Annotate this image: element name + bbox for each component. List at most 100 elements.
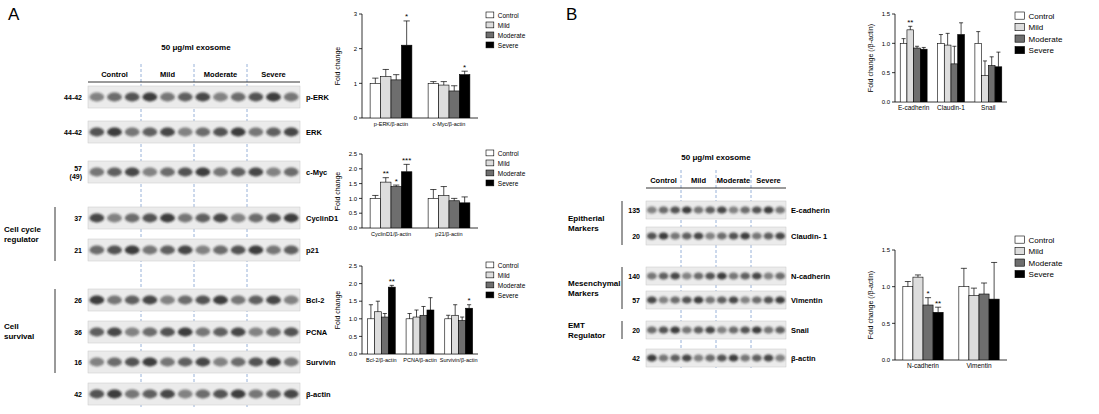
error-bar	[981, 283, 987, 294]
y-tick-label: 0.0	[882, 99, 891, 105]
blot-band	[231, 358, 246, 367]
error-stem	[907, 282, 908, 287]
bar	[958, 35, 965, 102]
blot-band	[670, 326, 680, 333]
error-bar	[961, 268, 967, 286]
section-label: Cell cycleregulator	[4, 225, 41, 244]
bars	[370, 21, 470, 118]
error-cap	[453, 304, 457, 305]
blot-band	[729, 232, 739, 239]
panel-label: A	[8, 5, 20, 24]
error-cap	[376, 301, 380, 302]
error-cap	[961, 268, 967, 269]
bar	[381, 182, 391, 228]
legend-label: Moderate	[498, 282, 526, 289]
blot-band	[764, 206, 774, 213]
y-tick	[359, 83, 362, 84]
error-stem	[385, 178, 386, 182]
blot-band	[231, 214, 246, 223]
blot-band	[717, 206, 727, 213]
y-tick-label: 1	[354, 81, 358, 87]
blot-band	[125, 246, 140, 255]
y-tick	[892, 250, 895, 251]
blot-band	[729, 326, 739, 333]
bars	[900, 23, 1002, 102]
blot-band	[705, 354, 715, 361]
legend-swatch	[486, 42, 494, 48]
blot-band	[266, 296, 281, 305]
bar	[428, 198, 438, 228]
mw-label: 57	[632, 297, 640, 304]
error-stem	[947, 33, 948, 45]
mw-label: 42	[632, 355, 640, 362]
blot-band	[89, 296, 104, 305]
error-cap	[421, 306, 425, 307]
protein-label: N-cadherin	[791, 272, 831, 281]
error-cap	[372, 78, 378, 79]
blot-band	[107, 390, 122, 399]
bar	[445, 319, 452, 354]
bar	[391, 187, 401, 228]
blot-band	[647, 272, 657, 279]
legend-swatch	[486, 272, 494, 278]
protein-label: c-Myc	[306, 168, 327, 177]
bar	[969, 295, 979, 360]
blot-band	[682, 232, 692, 239]
bar	[900, 43, 907, 102]
significance: *	[926, 289, 929, 298]
error-bar	[428, 298, 432, 310]
error-cap	[971, 288, 977, 289]
blot-band	[764, 272, 774, 279]
bar	[449, 91, 459, 118]
blot-strip	[646, 227, 786, 245]
x-tick-label: E-cadherin	[898, 104, 930, 111]
blot-band	[717, 296, 727, 303]
blot-band	[670, 296, 680, 303]
error-cap	[383, 69, 389, 70]
y-tick	[359, 198, 362, 199]
blot-band	[125, 93, 140, 102]
text-line: EMT	[568, 321, 585, 330]
blot-band	[729, 296, 739, 303]
blot-band	[89, 358, 104, 367]
treatment-title: 50 μg/ml exosome	[681, 153, 751, 162]
text-line: 20	[632, 233, 640, 240]
bar	[938, 43, 945, 102]
legend-label: Control	[498, 262, 520, 269]
bar	[439, 195, 449, 228]
error-stem	[994, 262, 995, 299]
error-bar	[946, 33, 950, 45]
x-tick-label: CyclinD1/β-actin	[371, 231, 411, 237]
blot-band	[694, 296, 704, 303]
legend-swatch	[486, 150, 494, 156]
blot-strip	[88, 207, 300, 229]
blot-band	[213, 296, 228, 305]
error-stem	[430, 298, 431, 310]
protein-label: Survivin	[306, 358, 336, 367]
y-axis-label: Fold change	[334, 291, 342, 330]
legend-label: Moderate	[498, 170, 526, 177]
blot-strip	[646, 291, 786, 309]
blot-band	[195, 93, 210, 102]
error-stem	[961, 23, 962, 35]
blot-band	[178, 390, 193, 399]
bar	[989, 299, 999, 360]
error-stem	[928, 298, 929, 305]
legend-swatch	[486, 262, 494, 268]
blot-band	[266, 328, 281, 337]
legend-label: Severe	[498, 180, 519, 187]
error-cap	[407, 313, 411, 314]
blot-band	[717, 354, 727, 361]
protein-label: CyclinD1	[306, 214, 338, 223]
error-stem	[396, 75, 397, 80]
blot-band	[213, 214, 228, 223]
error-stem	[416, 310, 417, 317]
error-cap	[915, 274, 921, 275]
bar	[907, 30, 914, 102]
blot-band	[659, 354, 669, 361]
error-cap	[414, 310, 418, 311]
error-stem	[455, 305, 456, 316]
error-bar	[971, 288, 977, 295]
blot-band	[178, 296, 193, 305]
error-stem	[464, 71, 465, 74]
